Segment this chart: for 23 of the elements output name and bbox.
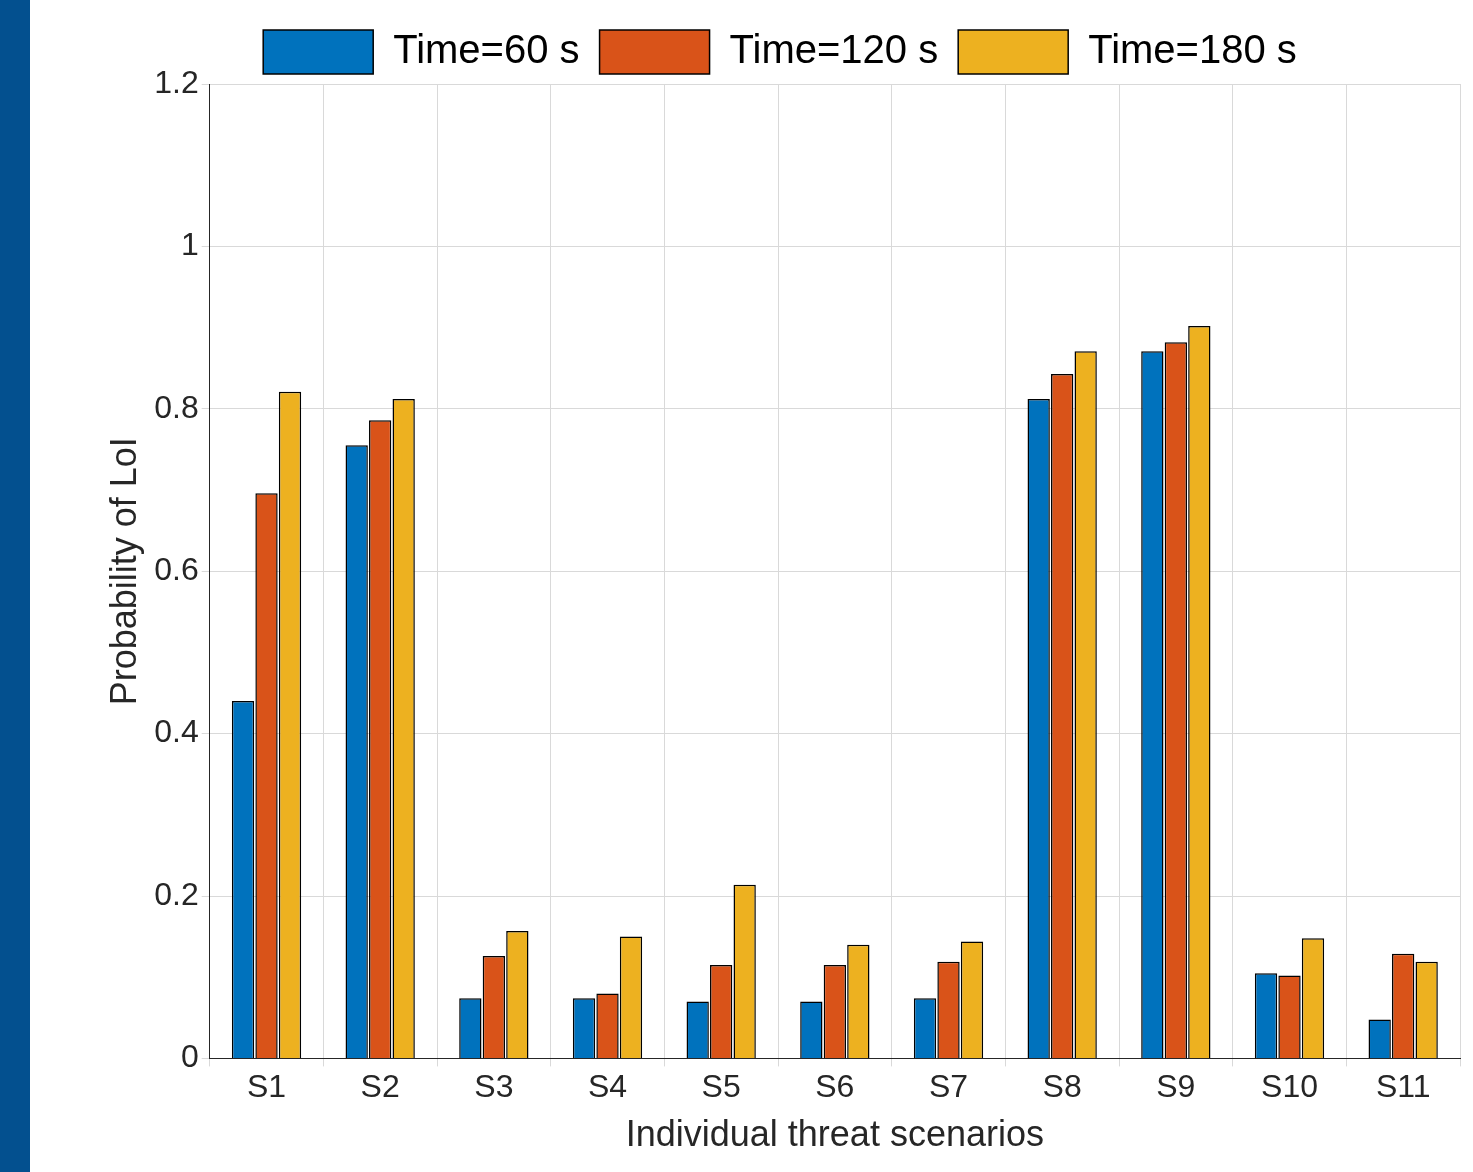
legend-label: Time=60 s [393,27,580,72]
y-tick-label: 0.8 [154,388,199,425]
y-tick-label: 1.2 [154,63,199,100]
x-tick-label: S6 [815,1068,855,1105]
x-tick-label: S4 [587,1068,628,1105]
y-tick-label: 0 [180,1038,199,1075]
x-tick-label: S10 [1261,1068,1318,1105]
x-tick-label: S3 [474,1068,514,1105]
legend-label: Time=180 s [1088,27,1297,72]
legend-label: Time=120 s [729,27,939,72]
y-tick-label: 1 [180,226,199,263]
x-axis-title: Individual threat scenarios [625,1113,1044,1155]
x-tick-label: S8 [1042,1068,1082,1105]
x-tick-label: S9 [1156,1068,1196,1105]
x-tick-label: S1 [246,1068,287,1105]
x-tick-label: S5 [701,1068,741,1105]
y-tick-label: 0.4 [154,713,199,750]
x-tick-label: S2 [360,1068,400,1105]
x-tick-label: S11 [1375,1068,1431,1105]
y-tick-label: 0.2 [154,875,199,912]
y-axis-title: Probability of LoI [102,437,144,706]
y-tick-label: 0.6 [154,551,199,588]
x-tick-label: S7 [928,1068,969,1105]
